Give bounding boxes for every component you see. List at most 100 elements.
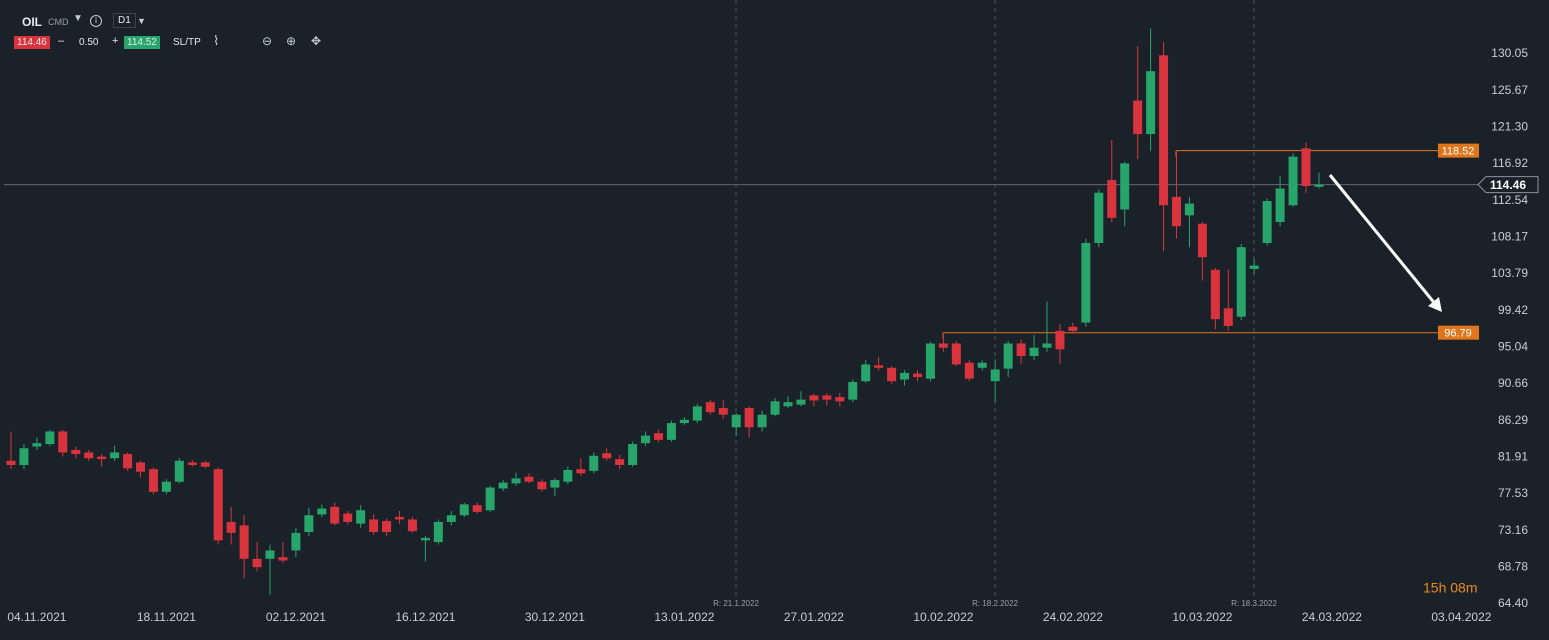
candle-body: [511, 478, 521, 484]
y-tick-label: 95.04: [1498, 340, 1528, 354]
minus[interactable]: –: [58, 35, 65, 47]
candle-body: [19, 448, 29, 465]
candle-body: [692, 406, 702, 421]
y-tick-label: 81.91: [1498, 450, 1528, 464]
y-tick-label: 103.79: [1491, 266, 1528, 280]
y-tick-label: 90.66: [1498, 376, 1528, 390]
y-tick-label: 77.53: [1498, 486, 1528, 500]
candle-body: [1159, 55, 1169, 206]
candle-body: [666, 423, 676, 440]
candle-body: [472, 505, 482, 512]
zoom-out[interactable]: ⊖: [262, 34, 273, 48]
candle-body: [1055, 330, 1065, 350]
candle-body: [1107, 180, 1117, 218]
y-tick-label: 116.92: [1492, 156, 1528, 170]
candle-body: [1288, 156, 1298, 206]
candle-body: [84, 452, 94, 459]
countdown: 15h 08m: [1423, 580, 1477, 596]
candle-body: [1003, 343, 1013, 369]
candle-body: [783, 402, 793, 407]
candle-body: [770, 401, 780, 415]
x-tick-label: 30.12.2021: [525, 610, 585, 624]
candle-body: [148, 469, 158, 492]
dropdown[interactable]: ▼: [73, 13, 83, 24]
candle-body: [938, 343, 948, 348]
candle-body: [731, 414, 741, 428]
candle-body: [6, 460, 16, 465]
candle-body: [848, 382, 858, 400]
candle-body: [641, 435, 651, 444]
rollover-label: R: 18.2.2022: [972, 599, 1018, 608]
candle-body: [1236, 247, 1246, 317]
y-tick-label: 86.29: [1498, 413, 1528, 427]
x-tick-label: 16.12.2021: [395, 610, 455, 624]
candle-body: [524, 476, 534, 482]
candle-body: [485, 487, 495, 511]
line-icon[interactable]: ⌇: [213, 33, 220, 48]
candle-body: [1081, 242, 1091, 323]
candle-body: [420, 537, 430, 541]
candle-body: [459, 504, 469, 516]
candle-body: [705, 402, 715, 413]
candle-body: [239, 525, 249, 559]
candle-body: [1094, 192, 1104, 243]
candle-body: [1133, 100, 1143, 135]
y-tick-label: 130.05: [1491, 46, 1528, 60]
candle-body: [1120, 163, 1130, 210]
zoom-in[interactable]: ⊕: [286, 34, 297, 48]
x-tick-label: 04.11.2021: [7, 610, 66, 624]
candle-body: [628, 444, 638, 465]
candle-body: [200, 462, 210, 467]
spread: 0.50: [79, 37, 99, 48]
dropdown[interactable]: ▼: [137, 16, 146, 26]
y-tick-label: 64.40: [1498, 596, 1528, 610]
candle-body: [874, 365, 884, 368]
rollover-label: R: 21.1.2022: [713, 599, 759, 608]
candle-body: [809, 395, 819, 401]
y-tick-label: 99.42: [1498, 303, 1528, 317]
x-tick-label: 02.12.2021: [266, 610, 326, 624]
candle-body: [110, 452, 120, 459]
candle-body: [1146, 71, 1156, 135]
y-tick-label: 121.30: [1491, 120, 1528, 134]
candle-body: [796, 399, 806, 405]
bid[interactable]: 114.46: [14, 36, 50, 49]
candle-body: [602, 453, 612, 459]
candle-body: [589, 455, 599, 471]
candle-body: [226, 521, 236, 533]
candle-body: [1249, 265, 1259, 269]
candle-body: [1042, 343, 1052, 348]
candle-body: [718, 408, 728, 415]
plus[interactable]: +: [112, 35, 119, 47]
sltp[interactable]: SL/TP: [173, 37, 201, 48]
candle-body: [1314, 184, 1324, 187]
symbol[interactable]: OIL: [22, 15, 42, 29]
candle-body: [1016, 343, 1026, 357]
y-tick-label: 73.16: [1498, 523, 1528, 537]
candle-body: [291, 532, 301, 551]
last-price-label: 114.46: [1490, 178, 1526, 192]
candle-body: [990, 369, 1000, 382]
x-tick-label: 13.01.2022: [654, 610, 714, 624]
candle-body: [174, 460, 184, 482]
candle-body: [330, 506, 340, 524]
candle-body: [537, 481, 547, 490]
level-label: 96.79: [1444, 328, 1472, 340]
candle-body: [317, 508, 327, 515]
x-tick-label: 18.11.2021: [137, 610, 196, 624]
candle-body: [356, 510, 366, 524]
candle-body: [861, 364, 871, 382]
candle-body: [304, 515, 314, 533]
candle-body: [1184, 203, 1194, 216]
last-price-box: [1477, 176, 1539, 194]
candle-body: [343, 513, 353, 522]
info-icon[interactable]: i: [90, 15, 102, 27]
candle-body: [58, 431, 68, 453]
x-tick-label: 10.02.2022: [913, 610, 973, 624]
candle-body: [32, 443, 42, 447]
move-icon[interactable]: ✥: [311, 34, 322, 48]
ask[interactable]: 114.52: [124, 36, 160, 49]
level-label-box: [1438, 143, 1479, 158]
candle-body: [136, 462, 145, 472]
timeframe[interactable]: D1: [113, 13, 136, 28]
